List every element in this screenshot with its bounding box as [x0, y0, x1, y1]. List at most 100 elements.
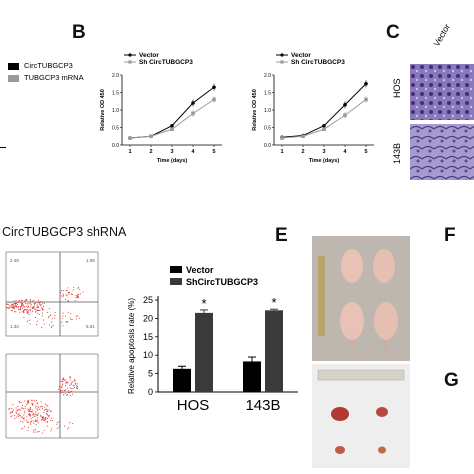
event-dot: [34, 428, 36, 430]
event-dot: [10, 305, 12, 307]
event-dot: [74, 383, 76, 385]
event-dot: [33, 431, 35, 433]
event-dot: [15, 305, 17, 307]
event-dot: [43, 323, 45, 325]
event-dot: [30, 411, 32, 413]
event-dot: [51, 417, 53, 419]
event-dot: [69, 317, 71, 319]
event-dot: [8, 408, 10, 410]
event-dot: [63, 294, 65, 296]
event-dot: [59, 380, 61, 383]
event-dot: [18, 299, 20, 302]
event-dot: [48, 416, 50, 418]
event-dot: [22, 427, 24, 429]
event-dot: [42, 319, 44, 321]
event-dot: [63, 378, 65, 380]
legend-swatch: [170, 278, 182, 285]
event-dot: [45, 418, 47, 421]
event-dot: [24, 407, 26, 409]
event-dot: [40, 306, 42, 308]
event-dot: [78, 296, 80, 299]
event-dot: [5, 306, 8, 308]
event-dot: [35, 310, 37, 312]
event-dot: [37, 306, 39, 308]
event-dot: [26, 404, 28, 406]
bar: [173, 368, 191, 392]
category-label: 143B: [245, 397, 280, 414]
event-dot: [65, 379, 67, 381]
event-dot: [41, 307, 43, 309]
legend-marker: [280, 60, 284, 64]
data-point: [191, 101, 195, 105]
event-dot: [59, 425, 61, 427]
event-dot: [50, 419, 52, 421]
panel-label-g: G: [444, 370, 459, 391]
event-dot: [64, 425, 66, 427]
event-dot: [38, 431, 40, 433]
event-dot: [64, 389, 66, 391]
event-dot: [50, 411, 52, 413]
quadrant-value: 2.49: [10, 258, 19, 263]
event-dot: [20, 302, 22, 304]
event-dot: [27, 310, 29, 313]
event-dot: [62, 391, 64, 394]
event-dot: [11, 408, 13, 410]
apoptosis-bar-chart: 0 5 10 15 20 25 Relative apoptosis rate (%) * HO…: [127, 265, 298, 414]
event-dot: [39, 304, 41, 306]
event-dot: [64, 379, 66, 381]
event-dot: [35, 415, 37, 417]
event-dot: [35, 431, 37, 433]
event-dot: [35, 308, 37, 310]
event-dot: [40, 415, 42, 418]
event-dot: [61, 384, 64, 386]
x-tick-label: 3: [170, 149, 173, 155]
x-tick-label: 2: [149, 149, 152, 155]
event-dot: [44, 409, 46, 411]
x-tick-label: 3: [322, 149, 325, 155]
event-dot: [66, 394, 68, 396]
event-dot: [13, 308, 15, 310]
event-dot: [31, 402, 33, 404]
event-dot: [40, 304, 42, 306]
event-dot: [72, 289, 74, 291]
event-dot: [36, 419, 38, 421]
event-dot: [32, 416, 34, 418]
event-dot: [41, 419, 43, 421]
event-dot: [29, 408, 31, 410]
event-dot: [67, 287, 69, 289]
event-dot: [65, 381, 67, 383]
event-dot: [70, 376, 72, 378]
event-dot: [15, 299, 17, 302]
significance-marker: *: [271, 295, 276, 310]
legend-swatch: [170, 266, 182, 273]
legend-swatch: [8, 62, 19, 70]
event-dot: [54, 317, 56, 319]
event-dot: [37, 302, 39, 304]
event-dot: [37, 407, 40, 409]
event-dot: [40, 301, 42, 303]
event-dot: [32, 412, 34, 414]
quadrant-value: 1.05: [86, 258, 95, 263]
event-dot: [68, 391, 70, 394]
event-dot: [54, 314, 56, 316]
event-dot: [16, 409, 18, 412]
y-axis-label: Relative OD 450: [252, 89, 258, 131]
legend-marker: [280, 53, 284, 57]
event-dot: [14, 305, 16, 307]
event-dot: [76, 296, 78, 298]
event-dot: [70, 383, 72, 385]
event-dot: [23, 309, 25, 311]
panel-c-column-label: Vector: [431, 22, 453, 48]
event-dot: [71, 387, 73, 390]
y-tick-label: 1.5: [264, 90, 271, 96]
event-dot: [32, 404, 34, 406]
event-dot: [40, 405, 42, 407]
event-dot: [29, 422, 32, 424]
event-dot: [33, 307, 35, 309]
legend-item-mrna: TUBGCP3 mRNA: [8, 72, 84, 84]
event-dot: [82, 291, 84, 293]
event-dot: [77, 287, 79, 289]
x-tick-label: 4: [191, 149, 195, 155]
data-point: [170, 123, 174, 128]
event-dot: [62, 296, 64, 298]
